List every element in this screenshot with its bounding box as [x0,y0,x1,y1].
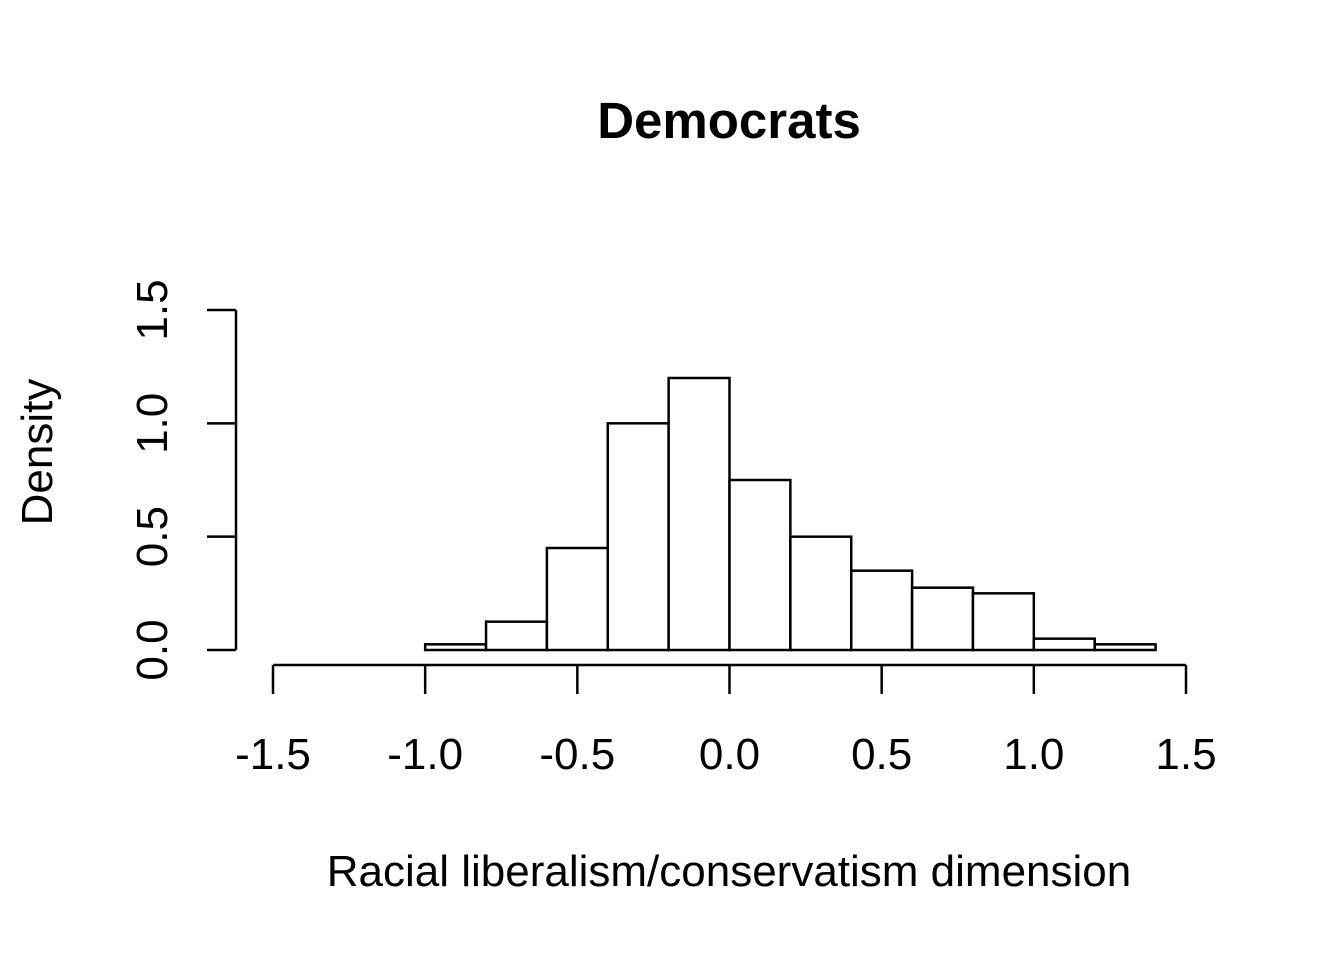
y-tick-label: 0.0 [128,619,177,680]
x-axis: -1.5 -1.0 -0.5 0.0 0.5 1.0 1.5 [235,663,1217,779]
histogram-bar [1032,637,1096,652]
x-tick-label: 0.5 [851,730,912,779]
y-axis: 0.0 0.5 1.0 1.5 [128,279,238,681]
x-tick-label: -1.5 [235,730,311,779]
histogram-bar [728,478,792,652]
histogram-bar [606,422,670,652]
histogram-bar [1093,643,1157,652]
histogram-bar [910,586,975,652]
x-tick-label: 1.0 [1003,730,1064,779]
x-tick-label: -0.5 [539,730,615,779]
histogram-bar [849,569,914,652]
histogram-bar [423,643,488,652]
histogram-bar [971,592,1036,652]
histogram-bar [484,620,549,652]
x-tick-label: 1.5 [1155,730,1216,779]
y-tick-label: 1.0 [128,393,177,454]
x-tick-label: -1.0 [387,730,463,779]
y-tick-label: 0.5 [128,506,177,567]
chart-title: Democrats [597,92,861,149]
histogram-bar [667,376,731,652]
bars-group [423,376,1157,652]
x-tick-label: 0.0 [699,730,760,779]
y-tick-label: 1.5 [128,279,177,340]
histogram-bar [545,546,610,652]
x-axis-label: Racial liberalism/conservatism dimension [327,847,1132,896]
y-axis-label: Density [13,379,62,526]
histogram-bar [789,535,853,652]
